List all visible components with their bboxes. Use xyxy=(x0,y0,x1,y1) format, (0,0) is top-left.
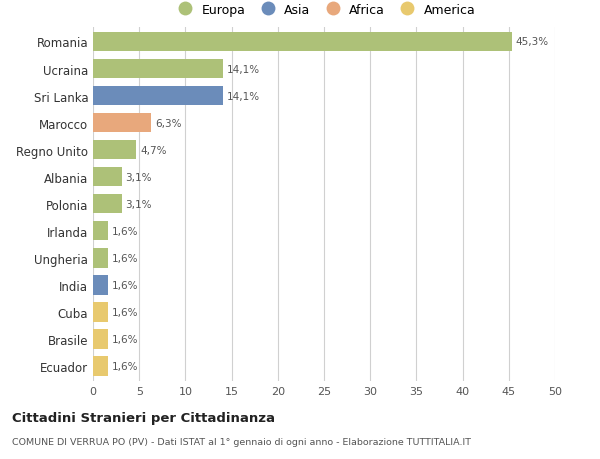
Text: 1,6%: 1,6% xyxy=(112,253,138,263)
Legend: Europa, Asia, Africa, America: Europa, Asia, Africa, America xyxy=(173,4,475,17)
Text: 1,6%: 1,6% xyxy=(112,334,138,344)
Bar xyxy=(93,60,223,79)
Bar xyxy=(93,330,108,349)
Text: Cittadini Stranieri per Cittadinanza: Cittadini Stranieri per Cittadinanza xyxy=(12,411,275,424)
Text: 14,1%: 14,1% xyxy=(227,91,260,101)
Bar xyxy=(93,195,122,214)
Text: 45,3%: 45,3% xyxy=(515,37,548,47)
Text: 14,1%: 14,1% xyxy=(227,64,260,74)
Bar xyxy=(93,302,108,322)
Bar xyxy=(93,357,108,376)
Bar xyxy=(93,140,136,160)
Text: 3,1%: 3,1% xyxy=(125,199,152,209)
Text: 1,6%: 1,6% xyxy=(112,361,138,371)
Text: 1,6%: 1,6% xyxy=(112,307,138,317)
Bar xyxy=(93,114,151,133)
Bar xyxy=(93,222,108,241)
Bar xyxy=(93,275,108,295)
Bar xyxy=(93,33,512,52)
Text: 4,7%: 4,7% xyxy=(140,146,167,155)
Bar xyxy=(93,248,108,268)
Text: 1,6%: 1,6% xyxy=(112,280,138,290)
Text: 1,6%: 1,6% xyxy=(112,226,138,236)
Bar xyxy=(93,168,122,187)
Text: 3,1%: 3,1% xyxy=(125,172,152,182)
Text: COMUNE DI VERRUA PO (PV) - Dati ISTAT al 1° gennaio di ogni anno - Elaborazione : COMUNE DI VERRUA PO (PV) - Dati ISTAT al… xyxy=(12,437,471,446)
Text: 6,3%: 6,3% xyxy=(155,118,181,129)
Bar xyxy=(93,87,223,106)
